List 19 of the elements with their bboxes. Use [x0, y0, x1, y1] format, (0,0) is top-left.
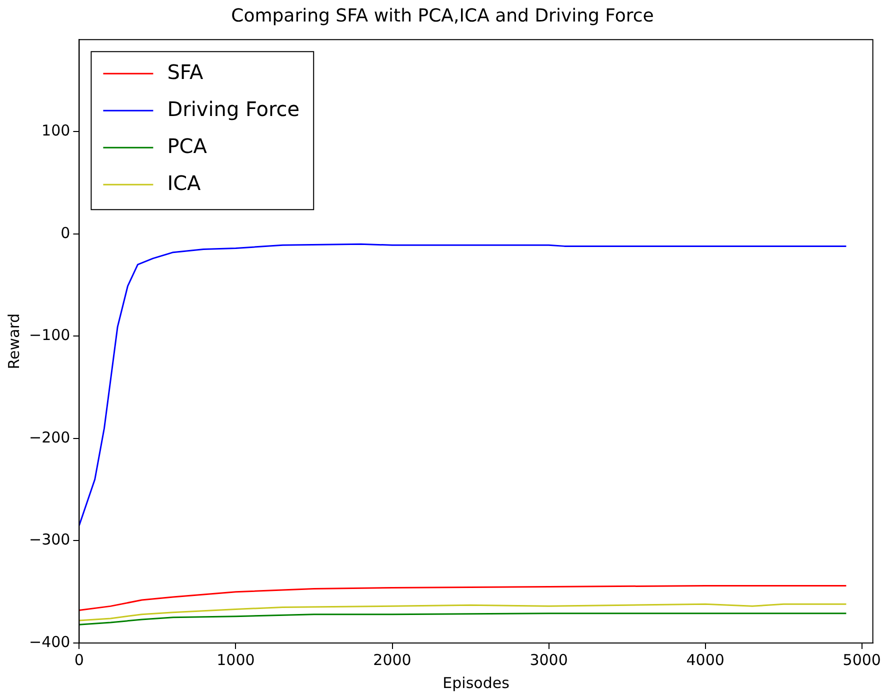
y-tick-label: 100 — [42, 122, 70, 140]
y-tick-label: −300 — [28, 530, 70, 549]
legend-label: Driving Force — [167, 96, 300, 121]
y-axis-title: Reward — [4, 313, 23, 370]
y-tick-label: −400 — [28, 632, 70, 651]
x-tick-label: 5000 — [842, 650, 881, 669]
x-tick-label: 1000 — [216, 650, 255, 669]
y-tick-label: −100 — [28, 326, 70, 344]
x-tick-label: 4000 — [686, 650, 724, 669]
x-axis-title: Episodes — [442, 674, 510, 692]
y-tick-label: −200 — [28, 428, 70, 446]
y-tick-label: 0 — [60, 224, 70, 242]
legend-label: PCA — [167, 134, 208, 158]
x-tick-label: 2000 — [373, 650, 412, 669]
x-tick-label: 3000 — [530, 650, 568, 669]
x-tick-label: 0 — [74, 650, 84, 669]
chart-title: Comparing SFA with PCA,ICA and Driving Force — [231, 5, 654, 26]
legend-label: ICA — [167, 170, 202, 195]
legend-label: SFA — [167, 60, 204, 84]
